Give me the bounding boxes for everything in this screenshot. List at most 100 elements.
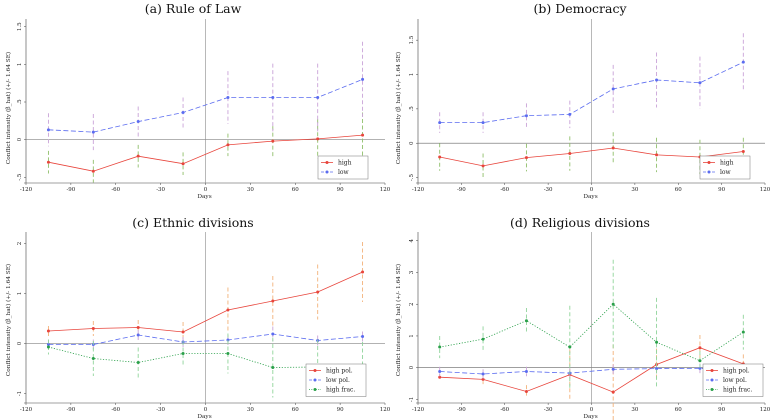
y-tick-label: 2 — [409, 302, 415, 306]
data-point — [181, 330, 185, 334]
data-point — [524, 114, 528, 118]
data-point — [438, 121, 442, 125]
data-point — [568, 345, 572, 349]
data-point — [524, 389, 528, 393]
legend: high pol. low pol. high frac. — [305, 363, 367, 397]
x-tick-label: 90 — [337, 407, 344, 413]
data-point — [611, 302, 615, 306]
x-tick-label: 30 — [631, 407, 638, 413]
y-tick-label: 0 — [409, 365, 415, 369]
x-tick-label: 60 — [675, 407, 682, 413]
data-point — [524, 156, 528, 160]
series-low — [438, 33, 745, 133]
y-axis-label: Conflict intensity (β_hat) (+/- 1.64 SE) — [5, 52, 12, 164]
legend-box — [699, 155, 751, 180]
data-point — [438, 369, 442, 373]
data-point — [698, 81, 702, 85]
y-tick-label: 1 — [17, 292, 23, 296]
panel-religious-divisions: (d) Religious divisions-120 -90 -60 -30 0 30 6… — [395, 215, 771, 420]
x-tick-label: 120 — [380, 407, 391, 413]
x-tick-label: -90 — [457, 187, 466, 193]
y-tick-label: 0 — [17, 137, 23, 141]
data-point — [655, 153, 659, 157]
data-point — [271, 332, 275, 336]
legend-label: low pol. — [326, 377, 350, 384]
data-point — [226, 143, 230, 147]
x-tick-label: -60 — [111, 407, 120, 413]
legend-label: high frac. — [326, 387, 355, 394]
data-point — [46, 160, 50, 164]
legend-swatch-marker — [313, 388, 317, 391]
data-point — [481, 164, 485, 168]
y-tick-label: 1.5 — [409, 35, 415, 44]
data-point — [568, 112, 572, 116]
x-tick-label: 120 — [760, 407, 771, 413]
legend-swatch-marker — [710, 388, 714, 391]
y-tick-label: 0 — [409, 141, 415, 145]
data-point — [698, 366, 702, 370]
x-tick-label: -60 — [500, 407, 509, 413]
data-point — [481, 377, 485, 381]
data-point — [181, 111, 185, 115]
series-line — [48, 79, 363, 133]
legend-swatch-marker — [313, 369, 317, 372]
x-tick-label: 120 — [760, 187, 771, 193]
legend-label: high — [338, 160, 352, 167]
legend: high low — [317, 155, 369, 180]
y-tick-label: .5 — [17, 99, 23, 105]
series-line — [48, 134, 363, 172]
panel-title: (c) Ethnic divisions — [132, 215, 253, 230]
x-tick-label: 0 — [204, 407, 208, 413]
legend: high pol. low pol. high frac. — [702, 363, 764, 397]
x-tick-label: 30 — [631, 187, 638, 193]
data-point — [136, 333, 140, 337]
y-axis-label: Conflict intensity (β_hat) (+/- 1.64 SE) — [5, 264, 12, 376]
data-point — [481, 337, 485, 341]
x-tick-label: -30 — [544, 407, 553, 413]
x-tick-label: 60 — [292, 407, 299, 413]
data-point — [741, 149, 745, 153]
x-axis-label: Days — [583, 414, 597, 420]
data-point — [438, 375, 442, 379]
x-tick-label: 90 — [337, 187, 344, 193]
x-tick-label: -120 — [20, 187, 33, 193]
data-point — [611, 390, 615, 394]
data-point — [91, 130, 95, 134]
y-tick-label: 3 — [409, 270, 415, 274]
panel-ethnic-divisions: (c) Ethnic divisions-120 -90 -60 -30 0 30 60 90… — [5, 215, 391, 420]
x-tick-label: -30 — [156, 407, 165, 413]
x-tick-label: -90 — [66, 187, 75, 193]
data-point — [271, 139, 275, 143]
y-axis-label: Conflict intensity (β_hat) (+/- 1.64 SE) — [395, 52, 402, 164]
data-point — [136, 154, 140, 158]
x-tick-label: -60 — [500, 187, 509, 193]
x-tick-label: -120 — [20, 407, 33, 413]
x-tick-label: -120 — [412, 187, 425, 193]
data-point — [611, 87, 615, 91]
data-point — [524, 319, 528, 323]
series-line — [439, 347, 744, 393]
data-point — [361, 133, 365, 137]
data-point — [655, 78, 659, 82]
series-line — [439, 303, 744, 362]
panel-rule-of-law: (a) Rule of Law -120 -90 -60 -30 0 30 60 90 120 -.… — [5, 1, 391, 200]
x-tick-label: 120 — [380, 187, 391, 193]
data-point — [271, 299, 275, 303]
data-point — [226, 95, 230, 99]
y-tick-label: 4 — [409, 239, 415, 243]
y-tick-label: -.5 — [17, 173, 23, 181]
data-point — [698, 346, 702, 350]
y-tick-label: 1 — [409, 73, 415, 77]
legend-label: low pol. — [723, 377, 747, 384]
data-point — [271, 95, 275, 99]
data-point — [91, 169, 95, 173]
x-axis-label: Days — [197, 414, 211, 420]
x-tick-label: -60 — [111, 187, 120, 193]
series-line — [48, 271, 363, 333]
data-point — [91, 327, 95, 330]
data-point — [655, 367, 659, 371]
y-tick-label: 1.5 — [17, 22, 23, 31]
x-tick-label: 30 — [247, 187, 254, 193]
data-point — [524, 369, 528, 373]
